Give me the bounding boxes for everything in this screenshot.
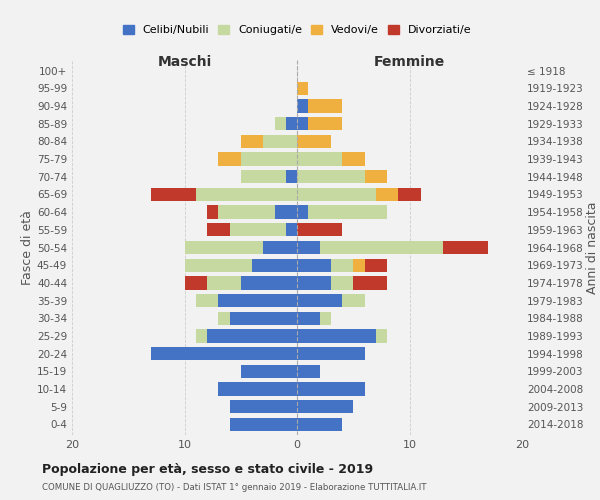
Bar [308,206,387,219]
Text: Maschi: Maschi [157,55,212,69]
Bar [297,206,308,219]
Bar [297,382,365,396]
Bar [342,294,365,307]
Bar [229,400,297,413]
Bar [297,241,320,254]
Bar [398,188,421,201]
Bar [297,100,308,112]
Y-axis label: Anni di nascita: Anni di nascita [586,201,599,294]
Bar [151,347,297,360]
Bar [263,134,297,148]
Bar [185,241,263,254]
Bar [252,258,297,272]
Bar [320,241,443,254]
Bar [229,418,297,431]
Bar [365,170,387,183]
Bar [286,170,297,183]
Bar [229,223,286,236]
Bar [297,294,342,307]
Bar [241,276,297,289]
Bar [241,364,297,378]
Bar [196,294,218,307]
Bar [196,188,297,201]
Bar [376,330,387,342]
Bar [207,206,218,219]
Bar [286,117,297,130]
Bar [297,82,308,95]
Text: Popolazione per età, sesso e stato civile - 2019: Popolazione per età, sesso e stato civil… [42,462,373,475]
Bar [185,276,207,289]
Bar [297,223,342,236]
Bar [353,258,365,272]
Bar [297,364,320,378]
Bar [275,206,297,219]
Bar [297,152,342,166]
Bar [218,294,297,307]
Bar [241,152,297,166]
Bar [308,100,342,112]
Bar [207,330,297,342]
Bar [376,188,398,201]
Bar [151,188,196,201]
Bar [297,188,376,201]
Bar [297,347,365,360]
Bar [275,117,286,130]
Legend: Celibi/Nubili, Coniugati/e, Vedovi/e, Divorziati/e: Celibi/Nubili, Coniugati/e, Vedovi/e, Di… [118,20,476,40]
Bar [365,258,387,272]
Bar [297,400,353,413]
Bar [218,206,275,219]
Bar [331,276,353,289]
Bar [218,312,229,325]
Bar [308,117,342,130]
Bar [331,258,353,272]
Bar [297,276,331,289]
Bar [320,312,331,325]
Bar [342,152,365,166]
Bar [218,382,297,396]
Bar [297,258,331,272]
Bar [241,134,263,148]
Text: Femmine: Femmine [374,55,445,69]
Bar [229,312,297,325]
Bar [297,330,376,342]
Bar [207,276,241,289]
Bar [207,223,229,236]
Bar [286,223,297,236]
Bar [218,152,241,166]
Bar [443,241,488,254]
Bar [196,330,207,342]
Y-axis label: Fasce di età: Fasce di età [21,210,34,285]
Text: COMUNE DI QUAGLIUZZO (TO) - Dati ISTAT 1° gennaio 2019 - Elaborazione TUTTITALIA: COMUNE DI QUAGLIUZZO (TO) - Dati ISTAT 1… [42,482,427,492]
Bar [297,170,365,183]
Bar [297,117,308,130]
Bar [353,276,387,289]
Bar [185,258,252,272]
Bar [241,170,286,183]
Bar [297,312,320,325]
Bar [297,134,331,148]
Bar [263,241,297,254]
Bar [297,418,342,431]
